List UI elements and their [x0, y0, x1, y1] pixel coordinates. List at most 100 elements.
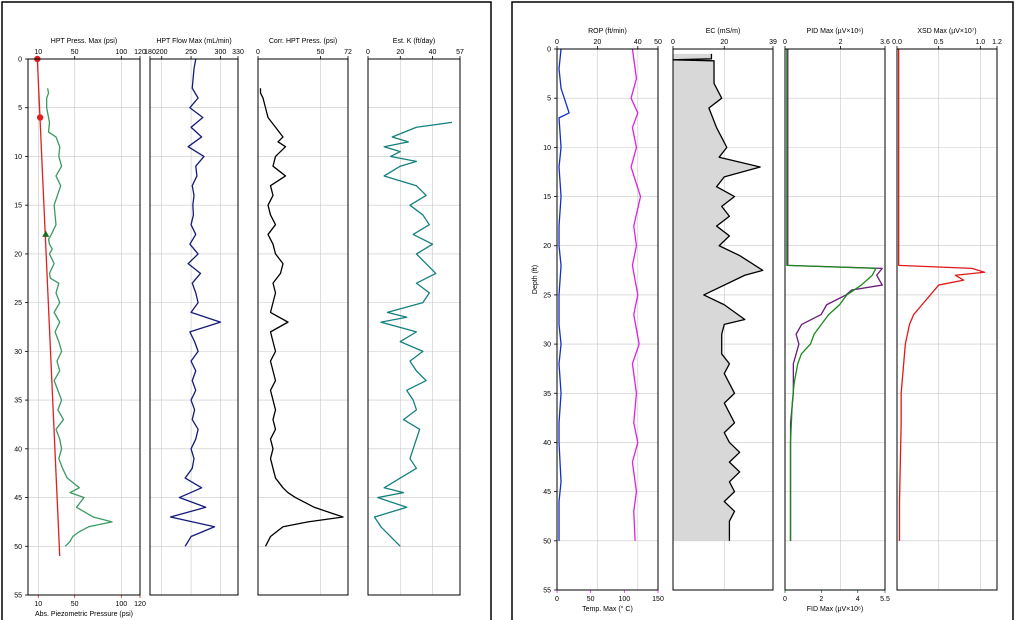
right-panel-frame — [511, 1, 1014, 620]
track-frame — [27, 58, 141, 596]
top-axis-tick-label: 0 — [555, 39, 559, 46]
top-axis-tick-label: 0 — [256, 49, 260, 56]
bottom-axis-title: Abs. Piezometric Pressure (psi) — [35, 611, 133, 618]
top-axis-tick-label: 3.6 — [880, 39, 890, 46]
top-axis-tick-label: 300 — [215, 49, 227, 56]
piezo-marker-circle — [36, 114, 44, 121]
track-title: XSD Max (µV×10⁷) — [917, 28, 976, 35]
bottom-axis-tick-label: 100 — [618, 596, 630, 603]
track-frame — [672, 48, 774, 591]
track-frame — [149, 58, 239, 596]
bottom-axis-tick-label: 2 — [819, 596, 823, 603]
top-axis-tick-label: 39 — [769, 39, 777, 46]
right-depth-tick-label: 30 — [543, 342, 551, 349]
top-axis-tick-label: 20 — [720, 39, 728, 46]
track-title: HPT Flow Max (mL/min) — [156, 38, 231, 45]
top-axis-tick-label: 200 — [156, 49, 168, 56]
piezo-marker-triangle — [42, 230, 50, 237]
top-axis-tick-label: 0 — [783, 39, 787, 46]
track-pid: 0 2 3.6 PID Max (µV×10⁶) 0 2 4 5.5 FID Max (µV×1… — [783, 28, 890, 613]
left-depth-tick-label: 50 — [14, 544, 22, 551]
bottom-axis-tick-label: 4 — [856, 596, 860, 603]
top-axis-tick-label: 40 — [429, 49, 437, 56]
track-title: ROP (ft/min) — [588, 28, 627, 35]
right-depth-tick-label: 0 — [547, 47, 551, 54]
left-depth-tick-label: 35 — [14, 398, 22, 405]
series-line-corr_press — [259, 88, 344, 547]
left-depth-tick-label: 5 — [18, 105, 22, 112]
bottom-axis-tick-label: 0 — [783, 596, 787, 603]
top-axis-tick-label: 20 — [396, 49, 404, 56]
bottom-axis-tick-label: 10 — [34, 601, 42, 608]
ec-area-fill — [673, 53, 763, 541]
right-depth-tick-label: 15 — [543, 194, 551, 201]
track-frame — [556, 48, 659, 591]
left-depth-tick-label: 45 — [14, 495, 22, 502]
top-axis-tick-label: 50 — [317, 49, 325, 56]
left-log-panel: 0 5 10 15 20 25 30 35 40 45 50 55 10 50 100 120 HPT Pres… — [14, 38, 464, 618]
left-depth-tick-label: 30 — [14, 349, 22, 356]
top-axis-tick-label: 0.5 — [934, 39, 944, 46]
left-depth-tick-label: 15 — [14, 203, 22, 210]
top-axis-tick-label: 1.2 — [992, 39, 1002, 46]
right-depth-tick-label: 25 — [543, 292, 551, 299]
series-line-hpt_flow — [169, 58, 222, 547]
bottom-axis-tick-label: 120 — [134, 601, 146, 608]
track-frame — [367, 58, 461, 596]
top-axis-tick-label: 120 — [134, 49, 146, 56]
top-axis-tick-label: 0 — [671, 39, 675, 46]
track-title: PID Max (µV×10⁶) — [807, 28, 864, 35]
depth-axis-label: Depth (ft) — [532, 265, 539, 294]
track-xsd: 0.0 0.5 1.0 1.2 XSD Max (µV×10⁷) — [892, 28, 1002, 591]
bottom-axis-tick-label: 50 — [71, 601, 79, 608]
top-axis-tick-label: 250 — [185, 49, 197, 56]
track-frame — [896, 48, 998, 591]
bottom-axis-tick-label: 150 — [652, 596, 664, 603]
track-frame — [784, 48, 886, 591]
top-axis-tick-label: 1.0 — [975, 39, 985, 46]
bottom-axis-tick-label: 50 — [587, 596, 595, 603]
top-axis-tick-label: 20 — [594, 39, 602, 46]
top-axis-tick-label: 2 — [839, 39, 843, 46]
top-axis-tick-label: 72 — [344, 49, 352, 56]
left-depth-tick-label: 55 — [14, 593, 22, 600]
track-title: Est. K (ft/day) — [393, 38, 435, 45]
series-line-temp — [630, 48, 642, 541]
right-depth-tick-label: 5 — [547, 96, 551, 103]
right-depth-tick-label: 55 — [543, 588, 551, 595]
bottom-axis-tick-label: 100 — [115, 601, 127, 608]
top-axis-tick-label: 330 — [232, 49, 244, 56]
series-line-fid — [786, 49, 877, 541]
right-depth-tick-label: 35 — [543, 391, 551, 398]
left-depth-tick-label: 0 — [18, 57, 22, 64]
track-rop: 0 20 40 50 ROP (ft/min) 0 50 100 150 Temp. Max (°… — [555, 28, 664, 613]
top-axis-tick-label: 180 — [144, 49, 156, 56]
track-hpt_press: 10 50 100 120 HPT Press. Max (psi) 10 50 100 120… — [27, 38, 146, 618]
top-axis-tick-label: 50 — [654, 39, 662, 46]
left-depth-tick-label: 25 — [14, 300, 22, 307]
track-title: Corr. HPT Press. (psi) — [269, 38, 337, 45]
bottom-axis-title: FID Max (µV×10⁶) — [807, 606, 864, 613]
bottom-axis-tick-label: 5.5 — [880, 596, 890, 603]
series-line-rop — [558, 48, 570, 541]
left-depth-tick-label: 20 — [14, 251, 22, 258]
track-title: HPT Press. Max (psi) — [51, 38, 117, 45]
top-axis-tick-label: 0 — [366, 49, 370, 56]
left-depth-tick-label: 40 — [14, 446, 22, 453]
series-line-xsd — [898, 49, 986, 541]
series-line-ec — [672, 53, 764, 541]
top-axis-tick-label: 50 — [71, 49, 79, 56]
track-corr_press: 0 50 72 Corr. HPT Press. (psi) — [256, 38, 352, 596]
top-axis-tick-label: 40 — [634, 39, 642, 46]
right-depth-tick-label: 40 — [543, 440, 551, 447]
track-est_k: 0 20 40 57 Est. K (ft/day) — [366, 38, 464, 596]
bottom-axis-tick-label: 0 — [555, 596, 559, 603]
left-panel-frame — [1, 1, 492, 620]
bottom-axis-title: Temp. Max (° C) — [582, 605, 633, 613]
series-line-piezo — [36, 58, 61, 557]
right-depth-tick-label: 10 — [543, 145, 551, 152]
top-axis-tick-label: 10 — [34, 49, 42, 56]
